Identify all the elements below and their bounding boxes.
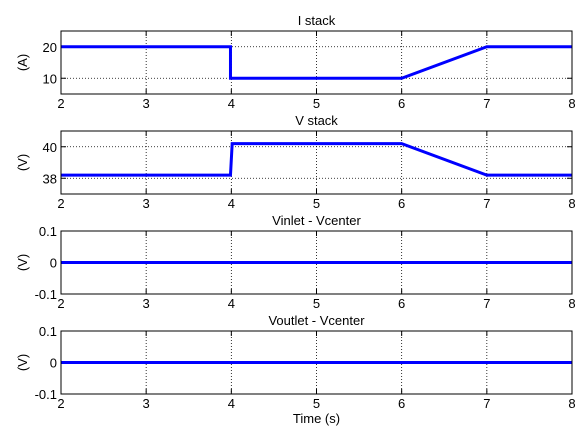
x-tick-label: 3 xyxy=(143,96,150,111)
x-tick-label: 5 xyxy=(313,296,320,311)
series-line-1 xyxy=(61,45,572,80)
x-tick-label: 7 xyxy=(483,96,490,111)
x-tick-label: 5 xyxy=(313,96,320,111)
subplot-4: 2 3 4 5 6 7 8 -0.1 0 0.1 Voutlet - Vcenter (V) Time … xyxy=(15,313,575,426)
x-tick-label: 4 xyxy=(228,396,235,411)
x-axis-label: Time (s) xyxy=(293,411,340,426)
x-tick-label: 4 xyxy=(228,196,235,211)
axes-frame xyxy=(60,230,573,295)
x-tick-label: 8 xyxy=(568,296,575,311)
series-line-1 xyxy=(61,142,572,177)
y-tick-label: 40 xyxy=(43,140,57,155)
plot-area xyxy=(61,31,572,94)
x-tick-label: 6 xyxy=(398,396,405,411)
y-tick-label: 10 xyxy=(43,71,57,86)
x-tick-label: 2 xyxy=(57,96,64,111)
axes-frame xyxy=(60,30,573,95)
y-axis-label: (A) xyxy=(15,54,30,71)
y-axis-label: (V) xyxy=(15,354,30,371)
x-tick-label: 5 xyxy=(313,196,320,211)
y-tick-label: 20 xyxy=(43,40,57,55)
x-tick-label: 2 xyxy=(57,296,64,311)
subplot-2: 2 3 4 5 6 7 8 38 40 V stack (V) xyxy=(15,113,575,211)
x-tick-label: 7 xyxy=(483,296,490,311)
x-tick-label: 2 xyxy=(57,196,64,211)
plot-area xyxy=(61,131,572,194)
x-tick-label: 8 xyxy=(568,396,575,411)
x-tick-label: 3 xyxy=(143,196,150,211)
x-tick-label: 3 xyxy=(143,296,150,311)
y-tick-label: -0.1 xyxy=(35,287,57,302)
axes-frame xyxy=(60,330,573,395)
x-tick-label: 8 xyxy=(568,196,575,211)
chart-title: Voutlet - Vcenter xyxy=(268,313,365,328)
x-tick-label: 7 xyxy=(483,196,490,211)
x-tick-label: 3 xyxy=(143,396,150,411)
subplot-1: 2 3 4 5 6 7 8 10 20 I stack (A) xyxy=(15,13,575,111)
x-tick-label: 4 xyxy=(228,296,235,311)
x-tick-label: 8 xyxy=(568,96,575,111)
y-tick-label: 0 xyxy=(50,356,57,371)
y-tick-label: 38 xyxy=(43,171,57,186)
y-axis-label: (V) xyxy=(15,254,30,271)
subplot-3: 2 3 4 5 6 7 8 -0.1 0 0.1 Vinlet - Vcenter (V) xyxy=(15,213,575,311)
chart-title: Vinlet - Vcenter xyxy=(272,213,361,228)
x-tick-label: 5 xyxy=(313,396,320,411)
y-tick-label: 0 xyxy=(50,256,57,271)
y-axis-label: (V) xyxy=(15,154,30,171)
x-tick-label: 6 xyxy=(398,196,405,211)
chart-title: I stack xyxy=(298,13,336,28)
x-tick-label: 4 xyxy=(228,96,235,111)
y-tick-label: 0.1 xyxy=(39,224,57,239)
y-tick-label: 0.1 xyxy=(39,324,57,339)
x-tick-label: 7 xyxy=(483,396,490,411)
y-tick-label: -0.1 xyxy=(35,387,57,402)
x-tick-label: 6 xyxy=(398,296,405,311)
x-tick-label: 6 xyxy=(398,96,405,111)
axes-frame xyxy=(60,130,573,195)
x-tick-label: 2 xyxy=(57,396,64,411)
chart-title: V stack xyxy=(295,113,338,128)
